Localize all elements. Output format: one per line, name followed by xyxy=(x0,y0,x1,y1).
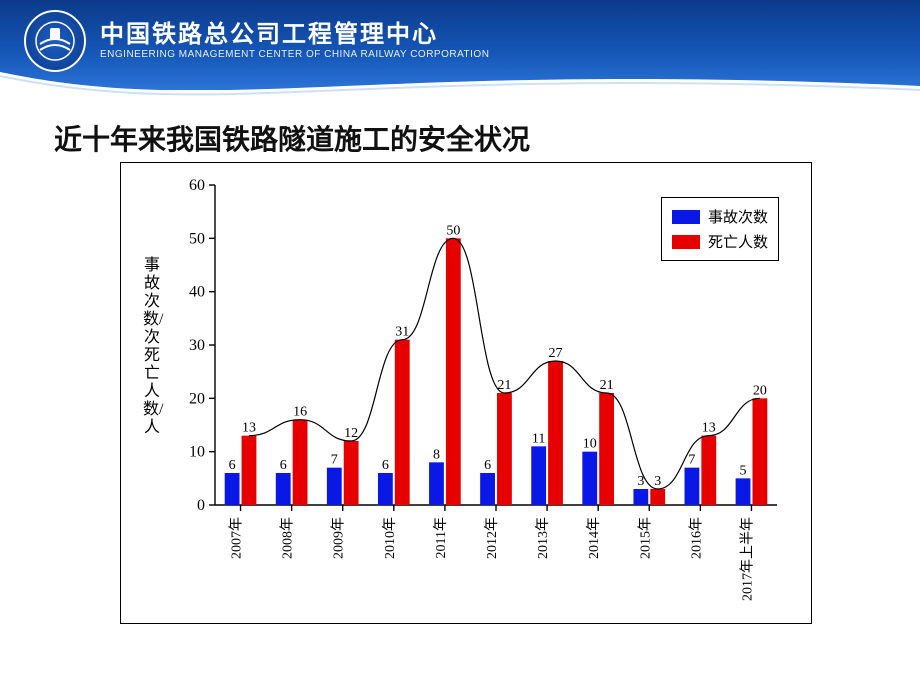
header-wave-divider xyxy=(0,72,920,108)
bar-deaths xyxy=(701,436,716,505)
svg-text:2009年: 2009年 xyxy=(331,517,347,559)
bar-deaths xyxy=(650,489,665,505)
svg-text:60: 60 xyxy=(189,177,205,194)
svg-text:30: 30 xyxy=(189,337,205,354)
bar-deaths xyxy=(446,238,461,505)
org-name-cn: 中国铁路总公司工程管理中心 xyxy=(100,22,489,48)
svg-text:13: 13 xyxy=(702,421,716,436)
chart-plot: 01020304050602007年6132008年6162009年712201… xyxy=(215,185,777,505)
y-axis-title-line2: 死亡人数/人 xyxy=(143,347,163,436)
org-name-en: ENGINEERING MANAGEMENT CENTER OF CHINA R… xyxy=(100,49,489,60)
svg-text:2012年: 2012年 xyxy=(484,517,500,559)
svg-text:21: 21 xyxy=(600,378,614,393)
bar-accidents xyxy=(429,462,444,505)
bar-accidents xyxy=(327,468,342,505)
railway-logo-icon xyxy=(34,20,76,62)
svg-text:40: 40 xyxy=(189,284,205,301)
bar-accidents xyxy=(736,478,751,505)
bar-accidents xyxy=(582,452,597,505)
svg-text:13: 13 xyxy=(242,421,256,436)
svg-text:7: 7 xyxy=(331,453,338,468)
bar-deaths xyxy=(752,398,767,505)
svg-text:7: 7 xyxy=(688,453,695,468)
bar-accidents xyxy=(480,473,495,505)
svg-text:6: 6 xyxy=(280,458,287,473)
svg-text:2008年: 2008年 xyxy=(280,517,296,559)
svg-text:2010年: 2010年 xyxy=(382,517,398,559)
svg-text:2016年: 2016年 xyxy=(688,517,704,559)
svg-text:8: 8 xyxy=(433,447,440,462)
svg-text:16: 16 xyxy=(293,405,307,420)
svg-text:2017年上半年: 2017年上半年 xyxy=(739,517,755,601)
y-axis-title: 事故次数/次 死亡人数/人 xyxy=(143,257,161,437)
svg-text:2013年: 2013年 xyxy=(535,517,551,559)
bar-deaths xyxy=(599,393,614,505)
bar-accidents xyxy=(633,489,648,505)
svg-text:5: 5 xyxy=(740,463,747,478)
app-header: 中国铁路总公司工程管理中心 ENGINEERING MANAGEMENT CEN… xyxy=(0,0,920,90)
svg-text:6: 6 xyxy=(382,458,389,473)
svg-text:10: 10 xyxy=(583,437,597,452)
bar-deaths xyxy=(497,393,512,505)
svg-text:6: 6 xyxy=(484,458,491,473)
svg-text:2014年: 2014年 xyxy=(586,517,602,559)
bar-accidents xyxy=(225,473,240,505)
logo-icon xyxy=(24,10,86,72)
bar-deaths xyxy=(293,420,308,505)
bar-deaths xyxy=(344,441,359,505)
svg-text:20: 20 xyxy=(189,390,205,407)
bar-deaths xyxy=(242,436,257,505)
slide-title: 近十年来我国铁路隧道施工的安全状况 xyxy=(54,118,530,158)
svg-text:0: 0 xyxy=(197,497,205,514)
bar-accidents xyxy=(531,446,546,505)
y-axis-title-line1: 事故次数/次 xyxy=(143,257,163,346)
svg-text:50: 50 xyxy=(446,223,460,238)
bar-accidents xyxy=(276,473,291,505)
svg-text:50: 50 xyxy=(189,230,205,247)
svg-text:27: 27 xyxy=(549,346,563,361)
bar-accidents xyxy=(685,468,700,505)
svg-text:2007年: 2007年 xyxy=(229,517,245,559)
svg-text:2015年: 2015年 xyxy=(637,517,653,559)
svg-text:10: 10 xyxy=(189,444,205,461)
svg-text:11: 11 xyxy=(532,431,545,446)
bar-deaths xyxy=(395,340,410,505)
svg-text:12: 12 xyxy=(344,426,358,441)
bar-accidents xyxy=(378,473,393,505)
bar-deaths xyxy=(548,361,563,505)
svg-text:3: 3 xyxy=(654,474,661,489)
chart-panel: 事故次数/次 死亡人数/人 事故次数 死亡人数 0102030405060200… xyxy=(120,162,812,624)
svg-text:2011年: 2011年 xyxy=(433,517,449,558)
org-lockup: 中国铁路总公司工程管理中心 ENGINEERING MANAGEMENT CEN… xyxy=(24,10,489,72)
svg-text:6: 6 xyxy=(229,458,236,473)
svg-text:31: 31 xyxy=(395,325,409,340)
svg-text:20: 20 xyxy=(753,383,767,398)
